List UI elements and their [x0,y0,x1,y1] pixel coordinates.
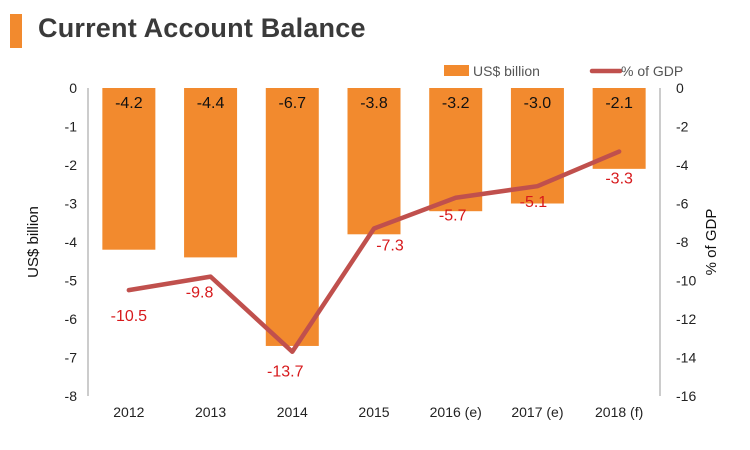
bar [347,88,401,235]
line-data-label: -3.3 [605,171,633,188]
page-title: Current Account Balance [38,13,366,43]
y-tick-label-left: -8 [65,388,78,404]
bar-data-label: -3.2 [442,95,470,112]
bar-data-label: -6.7 [278,95,306,112]
x-tick-label: 2012 [113,404,144,420]
line-data-label: -9.8 [186,285,214,302]
y-tick-label-right: -14 [676,350,696,366]
x-tick-label: 2013 [195,404,226,420]
bar [184,88,238,258]
y-tick-label-right: -4 [676,157,689,173]
y-tick-label-right: -2 [676,119,689,135]
chart-legend: US$ billion % of GDP [444,63,683,79]
y-tick-label-left: -1 [65,119,78,135]
y-tick-label-right: -10 [676,273,696,289]
bar [265,88,319,346]
y-tick-label-right: -12 [676,311,696,327]
y-tick-label-right: -16 [676,388,696,404]
y-axis-title-left: US$ billion [25,206,42,278]
x-tick-label: 2016 (e) [430,404,482,420]
y-tick-label-left: -7 [65,350,78,366]
bar [592,88,646,169]
bar-series [102,88,646,346]
line-data-label: -5.7 [439,208,467,225]
bar-data-label: -3.8 [360,95,388,112]
series-line-percent-gdp [126,149,622,354]
legend-label-bar: US$ billion [473,63,540,79]
x-tick-label: 2018 (f) [595,404,643,420]
line-data-label: -7.3 [376,238,404,255]
bar-data-label: -4.2 [115,95,143,112]
y-tick-label-right: -6 [676,196,689,212]
y-axis-title-right: % of GDP [703,209,720,276]
y-tick-label-right: 0 [676,80,684,96]
chart-axes: 0 -1 -2 -3 -4 -5 -6 -7 -8 0 -2 -4 -6 -8 -10 -12 -14 -16 20… [25,80,720,420]
bar-data-label: -3.0 [524,95,552,112]
title-accent-bar [10,14,22,48]
y-tick-label-left: -2 [65,157,78,173]
y-tick-label-left: -5 [65,273,78,289]
data-labels: -4.2 -4.4 -6.7 -3.8 -3.2 -3.0 -2.1 -10.5 -9.8 -13… [111,95,633,381]
y-tick-label-left: -6 [65,311,78,327]
bar [102,88,156,250]
y-tick-label-left: -3 [65,196,78,212]
y-tick-label-left: -4 [65,234,78,250]
y-tick-label-right: -8 [676,234,689,250]
line-data-label: -5.1 [520,194,548,211]
x-tick-label: 2015 [358,404,389,420]
y-tick-label-left: 0 [69,80,77,96]
bar-data-label: -2.1 [605,95,633,112]
bar-data-label: -4.4 [197,95,225,112]
bar [429,88,483,212]
line-data-label: -13.7 [267,364,304,381]
line-series [126,149,622,354]
legend-label-line: % of GDP [621,63,683,79]
line-data-label: -10.5 [111,308,148,325]
x-tick-label: 2017 (e) [511,404,563,420]
x-tick-label: 2014 [277,404,308,420]
legend-swatch-bar [444,65,469,76]
